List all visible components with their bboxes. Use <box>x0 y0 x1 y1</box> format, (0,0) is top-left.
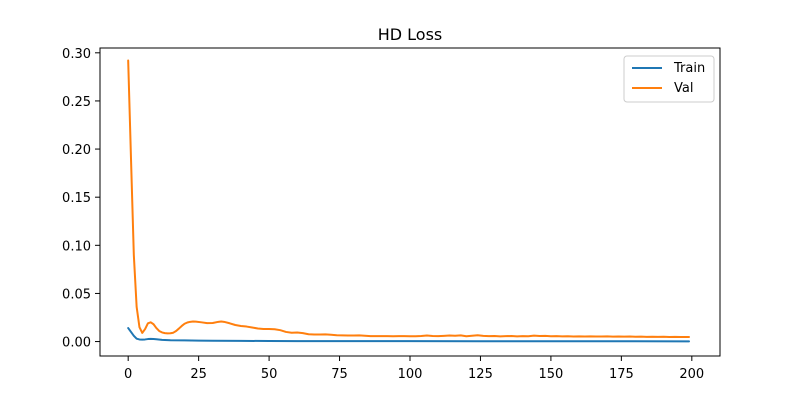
series-layer <box>127 59 690 343</box>
y-tick-label: 0.20 <box>62 143 91 158</box>
legend: Train Val <box>623 55 715 103</box>
y-tick-label: 0.25 <box>62 95 91 110</box>
y-tick-label: 0.05 <box>62 287 91 302</box>
x-tick-label: 50 <box>261 367 278 382</box>
y-tick-label: 0.00 <box>62 336 91 351</box>
x-tick-label: 0 <box>124 367 132 382</box>
chart-title: HD Loss <box>378 25 443 44</box>
x-tick-label: 75 <box>331 367 348 382</box>
x-tick-label: 200 <box>679 367 704 382</box>
y-tick-label: 0.15 <box>62 191 91 206</box>
y-tick-label: 0.30 <box>62 47 91 62</box>
x-tick-label: 175 <box>609 367 634 382</box>
y-axis: 0.00 0.05 0.10 0.15 0.20 0.25 0.30 <box>62 47 100 351</box>
series-line-val <box>127 59 690 339</box>
series-line-train <box>127 327 690 343</box>
x-tick-label: 150 <box>538 367 563 382</box>
y-tick-label: 0.10 <box>62 239 91 254</box>
x-tick-label: 125 <box>468 367 493 382</box>
x-tick-label: 25 <box>190 367 207 382</box>
plot-frame <box>99 47 721 357</box>
x-tick-label: 100 <box>398 367 423 382</box>
legend-label-val: Val <box>674 81 693 96</box>
x-axis: 0 25 50 75 100 125 150 175 200 <box>124 356 704 382</box>
legend-label-train: Train <box>673 61 705 76</box>
